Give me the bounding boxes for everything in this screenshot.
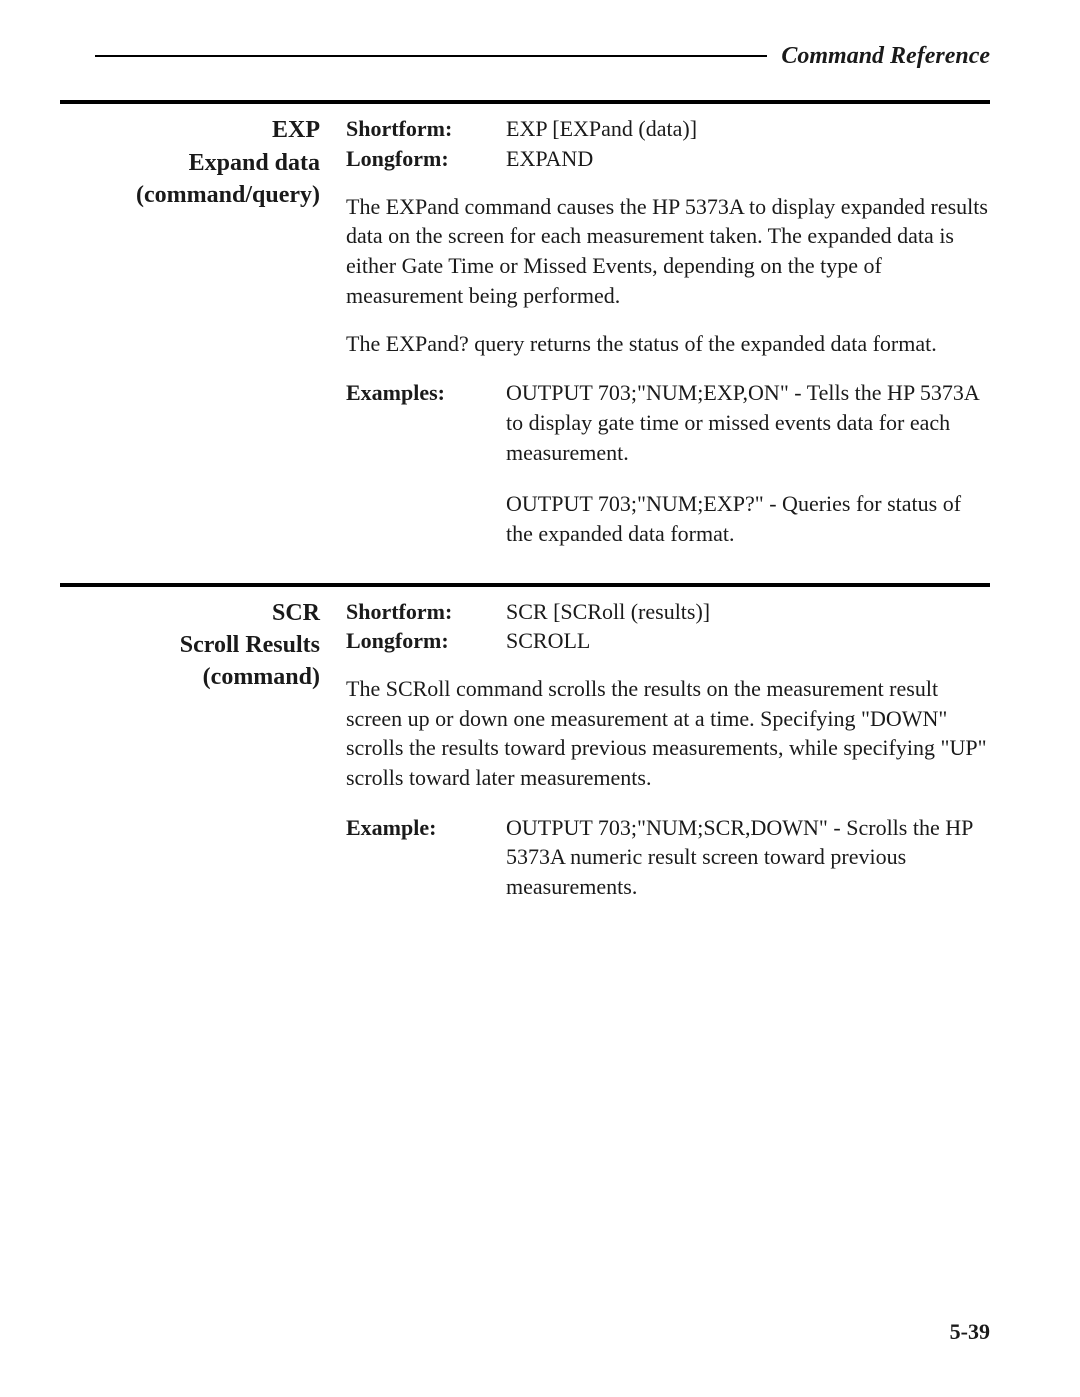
description-paragraph: The SCRoll command scrolls the results o… — [346, 674, 990, 793]
example-text: OUTPUT 703;"NUM;EXP,ON" - Tells the HP 5… — [506, 378, 990, 467]
examples-block: Example: OUTPUT 703;"NUM;SCR,DOWN" - Scr… — [346, 813, 990, 902]
shortform-label: Shortform: — [346, 597, 496, 627]
command-block-scr: SCR Scroll Results (command) Shortform: … — [60, 583, 990, 902]
cmd-title-line: (command/query) — [60, 179, 320, 211]
command-title: EXP Expand data (command/query) — [60, 114, 320, 548]
command-block-exp: EXP Expand data (command/query) Shortfor… — [60, 100, 990, 548]
section-title: Command Reference — [781, 40, 990, 72]
example-text: OUTPUT 703;"NUM;EXP?" - Queries for stat… — [506, 489, 990, 548]
longform-row: Longform: SCROLL — [346, 626, 990, 656]
page-header: Command Reference — [95, 40, 990, 72]
description-paragraph: The EXPand command causes the HP 5373A t… — [346, 192, 990, 311]
longform-label: Longform: — [346, 144, 496, 174]
description-paragraph: The EXPand? query returns the status of … — [346, 329, 990, 359]
cmd-title-line: Scroll Results — [60, 629, 320, 661]
shortform-value: SCR [SCRoll (results)] — [506, 597, 990, 627]
header-divider — [95, 55, 767, 57]
page: Command Reference EXP Expand data (comma… — [0, 0, 1080, 1397]
examples-label: Example: — [346, 813, 496, 902]
command-details: Shortform: SCR [SCRoll (results)] Longfo… — [346, 597, 990, 902]
command-title: SCR Scroll Results (command) — [60, 597, 320, 902]
shortform-label: Shortform: — [346, 114, 496, 144]
example-text: OUTPUT 703;"NUM;SCR,DOWN" - Scrolls the … — [506, 813, 990, 902]
command-details: Shortform: EXP [EXPand (data)] Longform:… — [346, 114, 990, 548]
cmd-title-line: (command) — [60, 661, 320, 693]
cmd-title-line: EXP — [60, 114, 320, 146]
shortform-value: EXP [EXPand (data)] — [506, 114, 990, 144]
longform-value: SCROLL — [506, 626, 990, 656]
longform-value: EXPAND — [506, 144, 990, 174]
examples-block: Examples: OUTPUT 703;"NUM;EXP,ON" - Tell… — [346, 378, 990, 548]
cmd-title-line: Expand data — [60, 147, 320, 179]
page-number: 5-39 — [950, 1317, 990, 1347]
cmd-title-line: SCR — [60, 597, 320, 629]
longform-row: Longform: EXPAND — [346, 144, 990, 174]
shortform-row: Shortform: SCR [SCRoll (results)] — [346, 597, 990, 627]
longform-label: Longform: — [346, 626, 496, 656]
shortform-row: Shortform: EXP [EXPand (data)] — [346, 114, 990, 144]
examples-label: Examples: — [346, 378, 496, 467]
